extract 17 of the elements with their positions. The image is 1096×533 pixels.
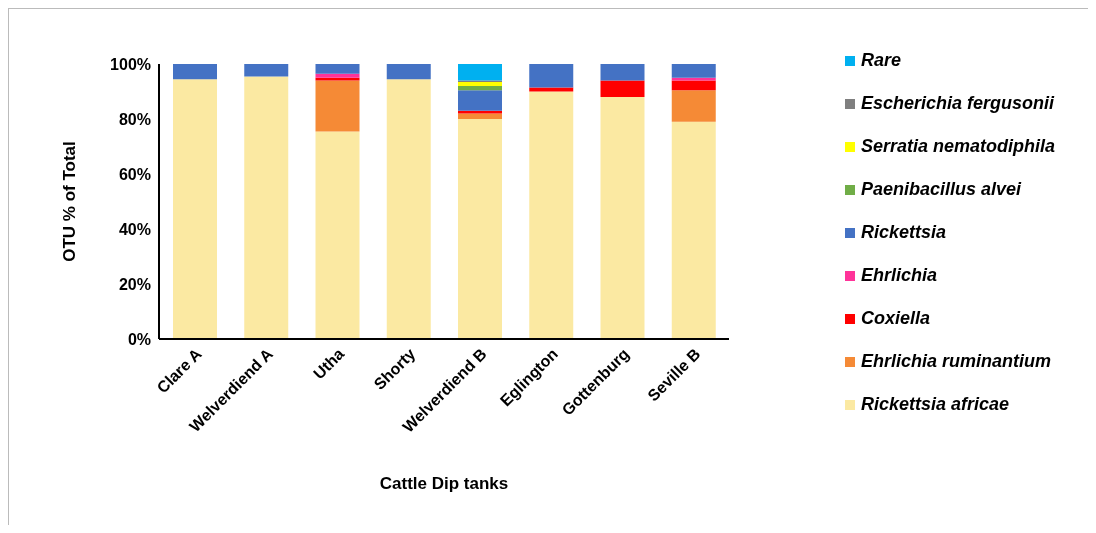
y-tick-label: 20% bbox=[118, 275, 151, 293]
legend-label: Ehrlichia bbox=[861, 265, 938, 286]
y-tick-label: 60% bbox=[118, 165, 151, 183]
y-tick-label: 100% bbox=[110, 55, 151, 73]
legend-label: Serratia nematodiphila bbox=[861, 136, 1056, 157]
legend-label: Coxiella bbox=[861, 308, 931, 329]
legend-label: Paenibacillus alvei bbox=[861, 179, 1022, 200]
legend-label: Ehrlichia ruminantium bbox=[861, 351, 1052, 372]
legend-label: Rare bbox=[861, 50, 902, 71]
y-tick-label: 0% bbox=[127, 330, 151, 348]
legend-label: Rickettsia bbox=[861, 222, 947, 243]
y-axis-title: OTU % of Total bbox=[60, 141, 80, 262]
x-axis-title: Cattle Dip tanks bbox=[379, 474, 509, 493]
legend-label: Escherichia fergusonii bbox=[861, 93, 1055, 114]
legend-label: Rickettsia africae bbox=[861, 394, 1010, 415]
y-tick-label: 80% bbox=[118, 110, 151, 128]
y-tick-label: 40% bbox=[118, 220, 151, 238]
